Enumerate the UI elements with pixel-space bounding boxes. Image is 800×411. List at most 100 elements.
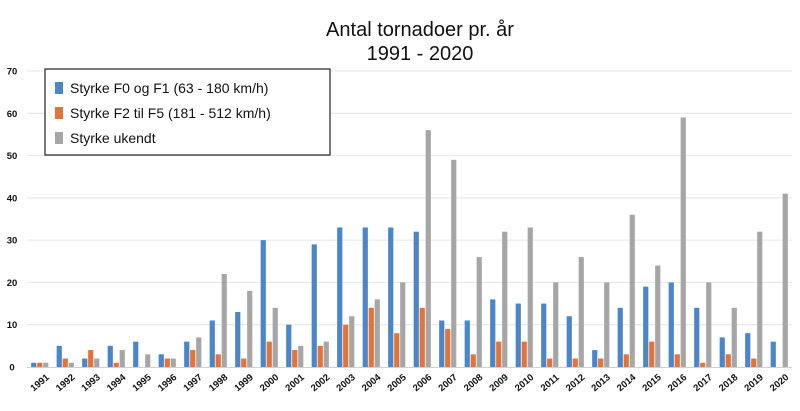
- x-tick-label: 2019: [743, 372, 766, 394]
- bar-f0-f1-1997: [184, 341, 190, 367]
- bar-f2-f5-2002: [317, 345, 323, 367]
- bar-f0-f1-1993: [82, 358, 88, 367]
- bar-f0-f1-1992: [56, 345, 62, 367]
- bar-f0-f1-1991: [31, 362, 37, 367]
- bar-f2-f5-2012: [572, 358, 578, 367]
- bar-f2-f5-2018: [725, 354, 731, 367]
- bar-f0-f1-2002: [311, 244, 317, 367]
- x-tick-label: 2006: [411, 372, 434, 394]
- bar-f0-f1-2008: [464, 320, 470, 367]
- bar-f2-f5-2013: [598, 358, 604, 367]
- bar-f0-f1-2012: [566, 316, 572, 367]
- bar-f0-f1-2006: [413, 231, 419, 367]
- y-tick-label: 30: [7, 236, 18, 247]
- bar-unknown-1994: [119, 350, 125, 367]
- bar-unknown-2014: [629, 214, 635, 367]
- bar-f0-f1-2007: [439, 320, 445, 367]
- x-tick-label: 1991: [29, 372, 53, 394]
- bar-f2-f5-2004: [368, 307, 374, 367]
- y-tick-label: 0: [9, 363, 14, 374]
- bar-unknown-1992: [68, 362, 74, 367]
- x-tick-label: 2012: [564, 372, 587, 394]
- bar-f0-f1-2020: [770, 341, 776, 367]
- bar-unknown-2000: [272, 307, 278, 367]
- bar-f0-f1-2019: [745, 333, 751, 367]
- bar-f2-f5-2011: [547, 358, 553, 367]
- y-tick-label: 10: [7, 320, 18, 331]
- bar-unknown-1991: [43, 362, 49, 367]
- bar-unknown-1998: [221, 273, 227, 367]
- bar-unknown-1993: [94, 358, 100, 367]
- x-tick-label: 2013: [590, 372, 613, 394]
- legend-box: [44, 68, 331, 156]
- bar-f0-f1-2005: [388, 227, 394, 367]
- bar-unknown-2010: [527, 227, 533, 367]
- y-tick-label: 70: [7, 67, 18, 78]
- bar-unknown-1999: [247, 290, 253, 367]
- bar-unknown-2004: [374, 299, 380, 367]
- bar-f0-f1-2016: [668, 282, 674, 367]
- bar-unknown-2016: [680, 117, 686, 367]
- bar-unknown-2012: [578, 257, 584, 367]
- x-tick-label: 2020: [768, 372, 791, 394]
- bar-f0-f1-2010: [515, 303, 521, 367]
- x-tick-label: 2004: [360, 372, 384, 394]
- x-tick-label: 2010: [513, 372, 536, 394]
- legend-swatch-unknown: [55, 132, 63, 144]
- bar-f2-f5-2000: [266, 341, 272, 367]
- bar-f2-f5-2003: [343, 324, 349, 367]
- bar-unknown-2017: [706, 282, 712, 367]
- bar-unknown-1997: [196, 337, 202, 367]
- bar-f2-f5-2016: [674, 354, 680, 367]
- bar-f0-f1-1999: [235, 312, 241, 367]
- bar-unknown-2013: [604, 282, 610, 367]
- bar-f2-f5-1999: [241, 358, 247, 367]
- x-tick-label: 2008: [462, 372, 485, 394]
- bar-f2-f5-1997: [190, 350, 196, 367]
- x-tick-label: 1996: [156, 372, 179, 394]
- bar-unknown-2015: [655, 265, 661, 367]
- bar-unknown-2018: [731, 307, 737, 367]
- legend-label-f0-f1: Styrke F0 og F1 (63 - 180 km/h): [70, 80, 268, 96]
- bar-f2-f5-1994: [113, 362, 119, 367]
- legend-label-unknown: Styrke ukendt: [70, 130, 156, 146]
- x-tick-label: 1997: [182, 372, 205, 394]
- bar-f0-f1-2017: [694, 307, 700, 367]
- bar-f2-f5-2017: [700, 362, 706, 367]
- bar-unknown-2005: [400, 282, 406, 367]
- legend: Styrke F0 og F1 (63 - 180 km/h) Styrke F2…: [44, 68, 331, 156]
- x-tick-label: 2002: [309, 372, 332, 394]
- bar-f0-f1-2004: [362, 227, 368, 367]
- bar-f2-f5-2019: [751, 358, 757, 367]
- x-tick-label: 2015: [641, 372, 665, 394]
- x-tick-label: 1998: [207, 372, 230, 394]
- bar-f2-f5-1998: [215, 354, 221, 367]
- x-tick-label: 1992: [54, 372, 77, 394]
- x-tick-label: 2016: [666, 372, 689, 394]
- bar-f2-f5-2015: [649, 341, 655, 367]
- x-tick-label: 2017: [692, 372, 715, 394]
- y-tick-label: 20: [7, 278, 18, 289]
- bar-f2-f5-1992: [62, 358, 68, 367]
- x-tick-label: 2003: [335, 372, 358, 394]
- bar-unknown-1995: [145, 354, 151, 367]
- bar-f0-f1-2013: [592, 350, 598, 367]
- bar-f2-f5-1993: [88, 350, 94, 367]
- y-tick-label: 60: [7, 109, 18, 120]
- x-tick-label: 1995: [131, 372, 155, 394]
- bar-f0-f1-2014: [617, 307, 623, 367]
- bar-f2-f5-2005: [394, 333, 400, 367]
- bar-unknown-2007: [451, 159, 457, 367]
- bar-f0-f1-2000: [260, 240, 266, 367]
- chart-title: Antal tornadoer pr. år: [326, 19, 514, 41]
- x-tick-label: 1999: [233, 372, 256, 394]
- chart-subtitle: 1991 - 2020: [367, 43, 474, 65]
- bar-unknown-2002: [323, 341, 329, 367]
- bar-f0-f1-1995: [133, 341, 139, 367]
- bar-unknown-1996: [170, 358, 176, 367]
- bar-unknown-2006: [425, 130, 431, 367]
- bar-f2-f5-2010: [521, 341, 527, 367]
- x-tick-label: 2000: [258, 372, 281, 394]
- bar-f0-f1-2009: [490, 299, 496, 367]
